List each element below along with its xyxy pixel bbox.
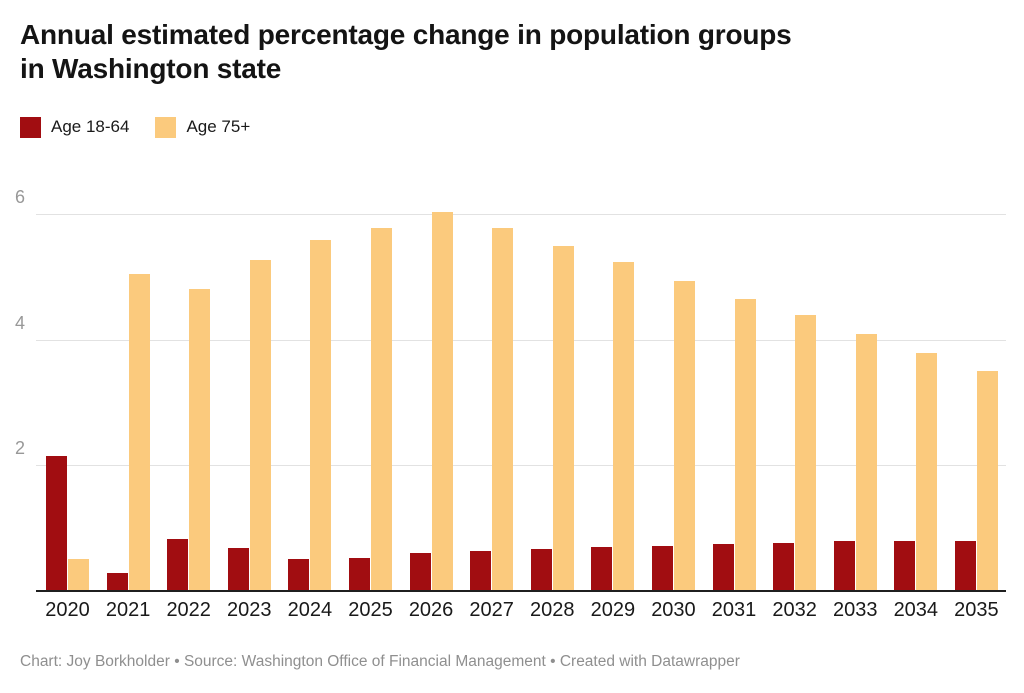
bar-age-18-64-2025 bbox=[348, 558, 370, 590]
bar-age-18-64-2027 bbox=[470, 550, 492, 590]
x-axis-label-2020: 2020 bbox=[45, 599, 90, 621]
bar-age-18-64-2029 bbox=[591, 546, 613, 590]
x-axis-label-2024: 2024 bbox=[287, 599, 333, 621]
bar-age-75--2028 bbox=[552, 246, 574, 590]
bar-age-18-64-2028 bbox=[530, 548, 552, 590]
bar-group-2029: 2029 bbox=[591, 192, 635, 621]
x-axis-label-2035: 2035 bbox=[954, 599, 999, 621]
bars-row: 2020 2021 2022 2023 2024 2025 2026 2027 2028 2029… bbox=[36, 192, 1006, 621]
chart-title: Annual estimated percentage change in po… bbox=[20, 18, 1004, 86]
x-axis-label-2031: 2031 bbox=[711, 599, 757, 621]
bar-group-2034: 2034 bbox=[894, 192, 938, 621]
bar-age-75--2032 bbox=[795, 315, 817, 590]
bar-age-75--2027 bbox=[492, 228, 514, 590]
bar-age-75--2023 bbox=[249, 260, 271, 590]
y-axis-tick-2: 2 bbox=[15, 438, 26, 459]
bar-group-2033: 2033 bbox=[833, 192, 877, 621]
y-axis-tick-6: 6 bbox=[15, 187, 26, 208]
bar-age-75--2025 bbox=[370, 228, 392, 590]
gridline-6 bbox=[36, 214, 1006, 216]
bar-group-2032: 2032 bbox=[772, 192, 817, 621]
legend-item-age-18-64: Age 18-64 bbox=[20, 116, 130, 138]
chart-container: 2020 2021 2022 2023 2024 2025 2026 2027 2028 2029… bbox=[15, 188, 1006, 621]
x-axis-label-2027: 2027 bbox=[469, 599, 514, 621]
bar-group-2023: 2023 bbox=[227, 192, 272, 621]
bar-age-75--2021 bbox=[128, 274, 150, 590]
bar-age-18-64-2023 bbox=[227, 548, 249, 590]
x-axis-label-2029: 2029 bbox=[590, 599, 636, 621]
x-axis-label-2021: 2021 bbox=[105, 599, 151, 621]
legend-swatch-age-75-plus bbox=[155, 116, 177, 138]
bar-group-2020: 2020 bbox=[45, 192, 90, 621]
bar-age-75--2020 bbox=[68, 558, 89, 590]
bar-age-75--2033 bbox=[855, 333, 877, 590]
bar-age-18-64-2021 bbox=[106, 572, 128, 590]
legend-label-age-75-plus: Age 75+ bbox=[186, 117, 251, 136]
bar-age-18-64-2030 bbox=[651, 545, 673, 590]
bar-group-2024: 2024 bbox=[288, 192, 332, 621]
bar-group-2030: 2030 bbox=[651, 192, 696, 621]
legend-swatch-age-18-64 bbox=[20, 116, 41, 138]
bar-age-75--2035 bbox=[976, 371, 998, 590]
bar-age-75--2029 bbox=[613, 261, 635, 590]
gridline-2 bbox=[36, 465, 1006, 467]
bar-age-75--2030 bbox=[673, 280, 695, 590]
x-axis-label-2030: 2030 bbox=[651, 599, 696, 621]
bar-group-2021: 2021 bbox=[106, 192, 150, 621]
x-axis-label-2022: 2022 bbox=[166, 599, 211, 621]
bar-group-2035: 2035 bbox=[954, 192, 999, 621]
bar-group-2031: 2031 bbox=[712, 192, 756, 621]
legend: Age 18-64 Age 75+ bbox=[20, 116, 1004, 138]
gridline-4 bbox=[36, 339, 1006, 341]
bar-age-18-64-2035 bbox=[954, 540, 976, 590]
x-axis-label-2023: 2023 bbox=[227, 599, 272, 621]
bar-age-18-64-2024 bbox=[288, 559, 310, 590]
bar-age-75--2024 bbox=[310, 240, 332, 590]
bar-age-18-64-2032 bbox=[773, 542, 795, 590]
x-axis-label-2028: 2028 bbox=[530, 599, 575, 621]
chart-title-line1: Annual estimated percentage change in po… bbox=[20, 19, 792, 50]
plot-area: 2020 2021 2022 2023 2024 2025 2026 2027 2028 2029… bbox=[15, 188, 1006, 621]
bar-age-18-64-2020 bbox=[46, 455, 67, 590]
bar-age-18-64-2033 bbox=[833, 541, 855, 590]
bar-age-18-64-2034 bbox=[894, 540, 916, 590]
x-axis-label-2026: 2026 bbox=[408, 599, 454, 621]
bar-age-18-64-2022 bbox=[167, 538, 189, 590]
bar-group-2026: 2026 bbox=[409, 192, 453, 621]
x-axis-label-2025: 2025 bbox=[348, 599, 393, 621]
bar-age-18-64-2026 bbox=[409, 552, 431, 590]
x-axis-label-2032: 2032 bbox=[772, 599, 817, 621]
y-axis-tick-4: 4 bbox=[15, 312, 26, 333]
chart-title-line2: in Washington state bbox=[20, 53, 282, 84]
bar-age-75--2026 bbox=[431, 212, 453, 590]
x-axis-label-2033: 2033 bbox=[832, 599, 878, 621]
legend-item-age-75-plus: Age 75+ bbox=[155, 116, 251, 138]
bar-age-75--2022 bbox=[189, 288, 211, 590]
bar-age-75--2034 bbox=[916, 352, 938, 590]
bar-group-2025: 2025 bbox=[348, 192, 393, 621]
x-axis-label-2034: 2034 bbox=[893, 599, 939, 621]
bar-group-2028: 2028 bbox=[530, 192, 575, 621]
bar-group-2022: 2022 bbox=[166, 192, 211, 621]
legend-label-age-18-64: Age 18-64 bbox=[51, 117, 130, 136]
bar-group-2027: 2027 bbox=[469, 192, 514, 621]
bar-age-18-64-2031 bbox=[712, 543, 734, 590]
bar-age-75--2031 bbox=[734, 298, 756, 590]
attribution-footer: Chart: Joy Borkholder • Source: Washingt… bbox=[20, 653, 740, 670]
